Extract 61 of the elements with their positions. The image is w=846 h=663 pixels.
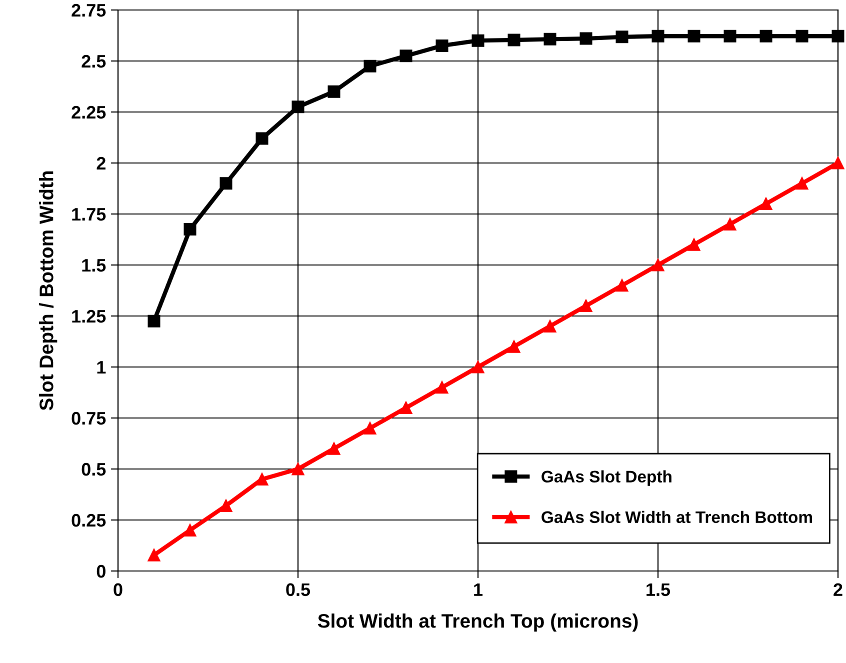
point: [760, 198, 772, 210]
y-tick-label: 0: [96, 564, 106, 578]
y-tick-label: 1.75: [72, 208, 106, 221]
point: [508, 34, 520, 46]
point: [796, 30, 808, 42]
point: [328, 442, 340, 455]
x-tick-label: 0.5: [286, 583, 310, 596]
x-tick-label: 1: [474, 583, 483, 596]
point: [472, 34, 484, 47]
point: [544, 320, 556, 332]
x-tick-label: 2: [834, 583, 842, 596]
point: [616, 30, 628, 44]
point: [256, 132, 268, 145]
point: [796, 177, 808, 190]
point: [436, 39, 448, 52]
y-tick-label: 0.5: [82, 462, 106, 476]
point: [544, 32, 556, 46]
point: [832, 156, 844, 170]
point: [400, 50, 412, 62]
y-tick-label: 2.75: [72, 4, 106, 17]
y-tick-label: 1.5: [82, 259, 106, 272]
point: [184, 524, 196, 536]
y-tick-label: 2.5: [82, 54, 106, 68]
point: [472, 360, 484, 374]
point: [328, 85, 340, 98]
point: [184, 223, 196, 236]
y-tick-label: 1: [97, 361, 106, 374]
point: [580, 32, 592, 45]
point: [724, 30, 736, 42]
point: [256, 472, 268, 486]
point: [364, 422, 376, 434]
x-tick-label: 1.5: [646, 583, 670, 596]
point: [364, 60, 376, 72]
point: [436, 381, 448, 394]
point: [688, 238, 700, 251]
point: [400, 402, 412, 414]
y-tick-label: 2.25: [72, 106, 106, 119]
point: [652, 258, 664, 272]
y-tick-label: 0.75: [72, 412, 106, 425]
point: [148, 314, 160, 328]
point: [724, 218, 736, 230]
y-tick-label: 0.25: [72, 514, 106, 527]
point: [508, 340, 520, 353]
legend-label: GaAs Slot Width at Trench Bottom: [542, 510, 812, 524]
point: [292, 462, 304, 476]
point: [652, 30, 664, 42]
point: [688, 30, 700, 42]
point: [616, 279, 628, 292]
x-tick-label: 0: [114, 583, 122, 596]
point: [220, 499, 232, 512]
y-tick-label: 2: [96, 156, 106, 170]
point: [148, 548, 160, 562]
point: [220, 177, 232, 190]
point: [760, 30, 772, 42]
point: [832, 30, 844, 42]
point: [580, 300, 592, 312]
legend-label: GaAs Slot Depth: [542, 470, 672, 486]
point: [292, 100, 304, 114]
y-tick-label: 1.25: [72, 310, 106, 323]
y-axis-title: Slot Depth / Bottom Width: [39, 171, 58, 410]
x-axis-title: Slot Width at Trench Top (microns): [318, 614, 638, 632]
